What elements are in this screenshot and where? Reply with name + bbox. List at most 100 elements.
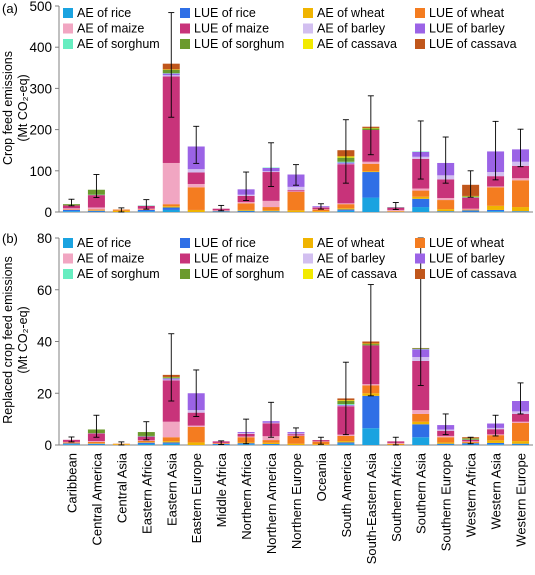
x-category-label: Central America <box>89 452 104 545</box>
bar-segment <box>62 209 80 212</box>
legend-label: LUE of barley <box>429 252 505 266</box>
bar-segment <box>437 442 455 444</box>
bar-segment <box>437 437 455 443</box>
bar-segment <box>362 163 380 172</box>
bar-segment <box>487 205 505 210</box>
legend-label: AE of rice <box>77 236 131 250</box>
bar-segment <box>337 210 355 212</box>
legend-label: AE of maize <box>77 252 144 266</box>
legend-swatch <box>303 23 313 34</box>
bar-segment <box>187 187 205 210</box>
bar-segment <box>62 208 80 210</box>
x-category-label: Western Europe <box>514 453 529 547</box>
x-category-label: Northern America <box>264 452 279 554</box>
legend-label: AE of cassava <box>317 37 397 51</box>
bar-segment <box>87 443 105 445</box>
bar-segment <box>387 209 405 212</box>
y-tick-label: 400 <box>29 40 52 55</box>
panel-b-chart: (b) Replaced crop feed emissions (Mt CO₂… <box>1 231 533 453</box>
legend-label: AE of barley <box>317 22 386 36</box>
category-axis-labels: Caribbean Central America Central Asia East… <box>64 452 528 564</box>
bar-segment <box>487 440 505 443</box>
legend-label: LUE of wheat <box>429 236 505 250</box>
bar-segment <box>162 443 180 445</box>
panel-a-chart: (a) Crop feed emissions (Mt CO₂-eq) 0 100… <box>1 0 533 220</box>
legend-swatch <box>180 23 190 34</box>
bar-segment <box>512 423 530 442</box>
bar-segment <box>337 208 355 210</box>
bar-segment <box>412 437 430 445</box>
bar-segment <box>337 435 355 442</box>
bar-segment <box>412 413 430 422</box>
bar-segment <box>187 172 205 184</box>
bar-segment <box>312 211 330 212</box>
bar-segment <box>87 441 105 442</box>
x-category-label: Northern Europe <box>289 453 304 549</box>
bar-segment <box>162 442 180 444</box>
legend-label: AE of sorghum <box>77 37 160 51</box>
bar-segment <box>412 196 430 199</box>
bar-segment <box>187 425 205 427</box>
legend-swatch <box>180 238 190 248</box>
bar-segment <box>287 443 305 445</box>
bar-segment <box>337 209 355 211</box>
bar-segment <box>362 161 380 164</box>
legend-swatch <box>63 238 73 248</box>
panel-b-label: (b) <box>2 231 18 246</box>
bar-segment <box>62 443 80 445</box>
panel-b-y-axis-unit: (Mt CO₂-eq) <box>16 306 30 373</box>
legend-label: LUE of sorghum <box>194 37 284 51</box>
bar-segment <box>237 203 255 210</box>
legend-swatch <box>63 39 73 49</box>
panel-a-label: (a) <box>2 1 18 16</box>
x-category-label: Middle Africa <box>214 452 229 527</box>
bar-segment <box>487 209 505 212</box>
legend-swatch <box>63 23 73 34</box>
y-tick-label: 500 <box>29 0 52 14</box>
x-category-label: Southern Asia <box>414 452 429 534</box>
bar-segment <box>437 200 455 210</box>
bar-segment <box>87 210 105 212</box>
legend-label: AE of wheat <box>317 236 385 250</box>
bar-segment <box>87 209 105 211</box>
bar-segment <box>337 204 355 209</box>
bar-segment <box>87 207 105 210</box>
bar-segment <box>187 183 205 188</box>
bar-segment <box>437 435 455 438</box>
bar-segment <box>412 421 430 425</box>
bar-segment <box>487 176 505 187</box>
legend-swatch <box>63 269 73 279</box>
bar-segment <box>237 444 255 445</box>
legend-label: LUE of cassava <box>429 37 517 51</box>
legend-label: LUE of cassava <box>429 267 517 281</box>
bar-segment <box>512 421 530 424</box>
bar-segment <box>237 210 255 212</box>
bar-segment <box>512 444 530 445</box>
y-tick-label: 300 <box>29 81 52 96</box>
bar-segment <box>512 441 530 444</box>
bar-segment <box>437 444 455 445</box>
bar-segment <box>412 424 430 438</box>
x-category-label: Eastern Europe <box>189 453 204 543</box>
legend-label: AE of maize <box>77 22 144 36</box>
y-tick-label: 200 <box>29 123 52 138</box>
bar-segment <box>487 211 505 212</box>
legend-swatch <box>303 253 313 264</box>
bar-segment <box>412 188 430 191</box>
bar-segment <box>337 203 355 205</box>
y-tick-label: 0 <box>44 438 52 453</box>
bar-segment <box>162 421 180 438</box>
legend-swatch <box>303 269 313 279</box>
bar-segment <box>437 197 455 201</box>
y-tick-label: 0 <box>44 205 52 220</box>
bar-segment <box>162 207 180 210</box>
bar-segment <box>462 210 480 212</box>
bar-segment <box>162 209 180 212</box>
bar-segment <box>137 442 155 444</box>
x-category-label: Eastern Africa <box>139 452 154 534</box>
bar-segment <box>162 162 180 205</box>
bar-segment <box>287 191 305 211</box>
bar-segment <box>412 410 430 414</box>
y-tick-label: 80 <box>37 231 52 246</box>
bar-segment <box>137 211 155 212</box>
